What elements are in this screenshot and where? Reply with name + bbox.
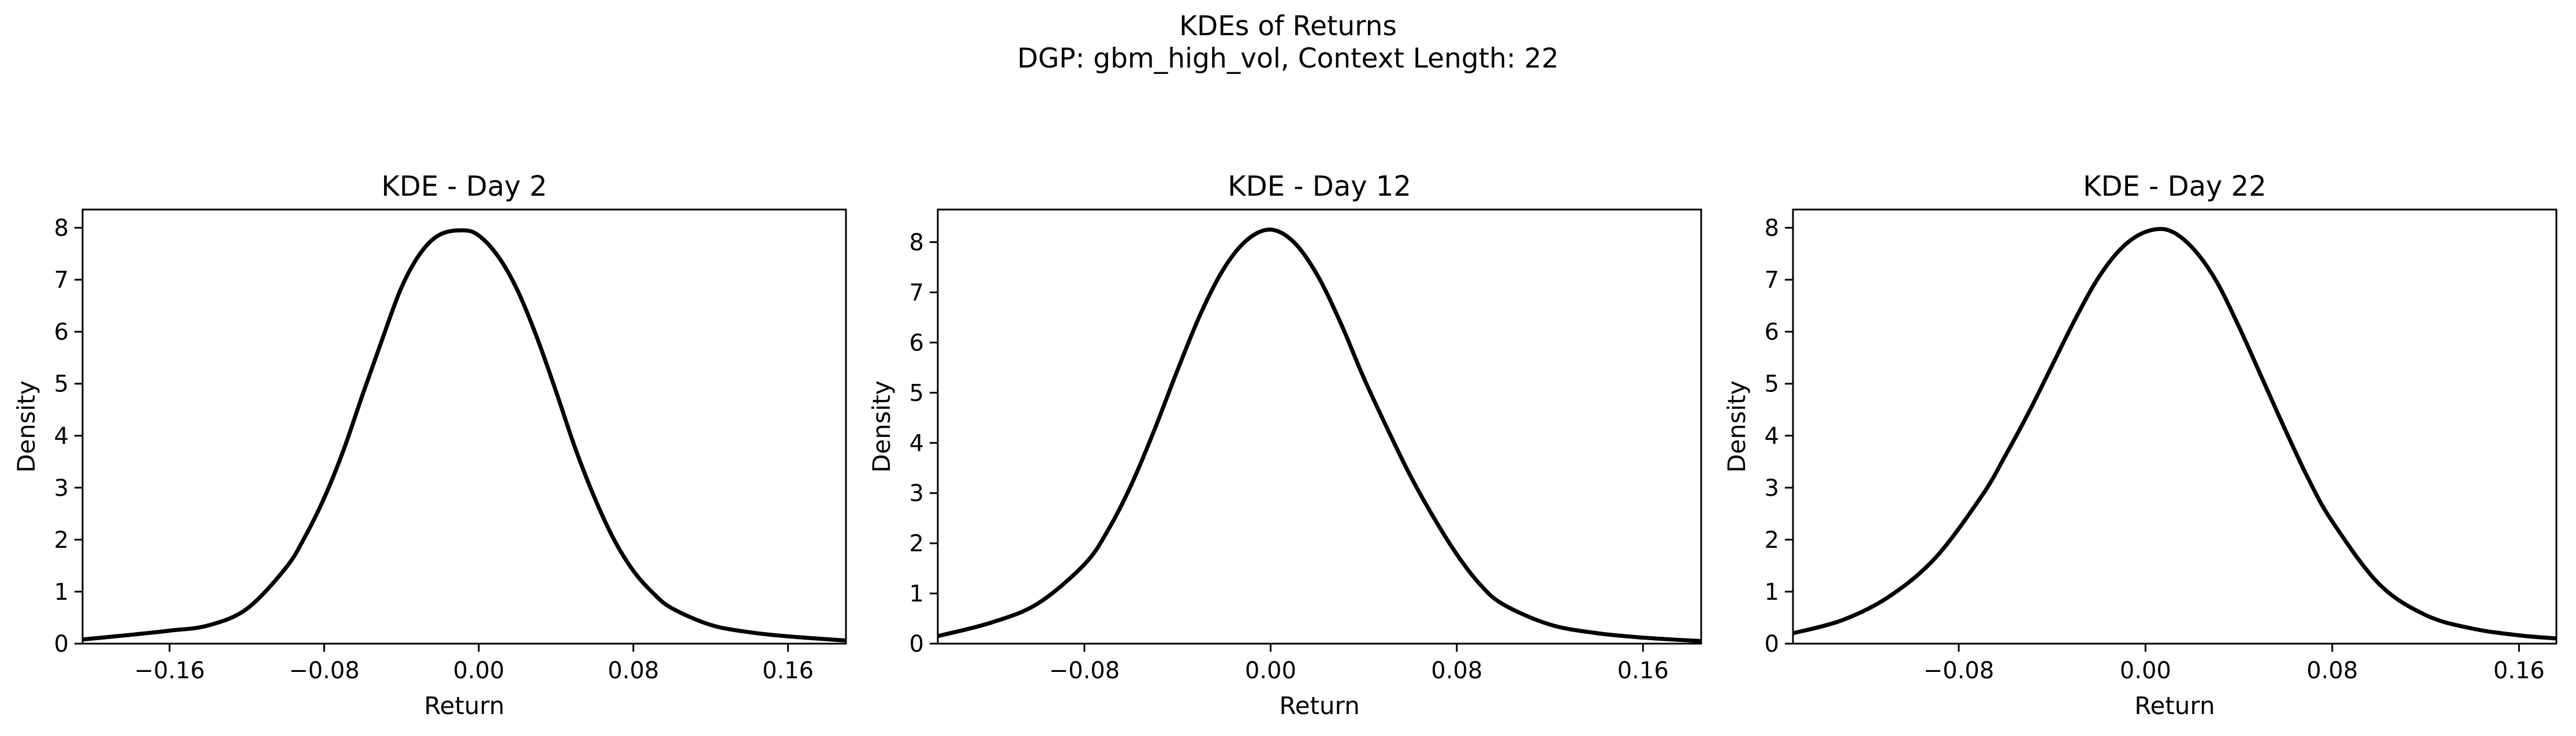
y-tick-label: 0	[1765, 631, 1779, 657]
x-tick-label: 0.00	[1245, 657, 1296, 684]
y-tick-label: 1	[54, 579, 69, 606]
kde-curve	[83, 228, 846, 643]
y-tick-label: 5	[909, 380, 924, 406]
x-tick-label: −0.08	[289, 657, 360, 684]
figure-title: KDEs of Returns	[1179, 10, 1397, 42]
y-tick-label: 5	[54, 371, 69, 398]
y-tick-label: 0	[54, 631, 69, 657]
y-tick-label: 6	[1765, 319, 1779, 346]
x-tick-label: 0.16	[1617, 657, 1669, 684]
y-tick-label: 7	[909, 279, 924, 306]
y-tick-label: 3	[1765, 475, 1779, 502]
y-tick-label: 4	[1765, 423, 1779, 450]
y-tick-label: 1	[909, 581, 924, 607]
x-tick-label: 0.08	[1431, 657, 1482, 684]
x-axis-label: Return	[1279, 692, 1359, 720]
y-tick-label: 2	[909, 530, 924, 557]
y-tick-label: 3	[54, 475, 69, 502]
x-tick-label: 0.00	[2120, 657, 2171, 684]
kde-curve	[1793, 227, 2556, 641]
y-tick-label: 0	[909, 631, 924, 657]
y-tick-label: 8	[54, 215, 69, 242]
y-tick-label: 2	[54, 527, 69, 554]
x-axis-label: Return	[2134, 692, 2215, 720]
x-tick-label: 0.00	[453, 657, 505, 684]
figure-subtitle: DGP: gbm_high_vol, Context Length: 22	[1017, 43, 1559, 74]
x-tick-label: −0.08	[1049, 657, 1120, 684]
y-axis-label: Density	[1723, 380, 1751, 473]
x-axis-label: Return	[424, 692, 504, 720]
kde-panel-1: −0.16 −0.08 0.00 0.08 0.16 0 1 2 3 4 5 6 7 8 KDE - Day…	[12, 170, 847, 720]
kde-curve	[938, 227, 1701, 644]
y-tick-label: 5	[1765, 371, 1779, 398]
x-tick-label: −0.16	[134, 657, 205, 684]
y-tick-label: 2	[1765, 527, 1779, 554]
y-axis-label: Density	[12, 380, 40, 473]
y-tick-label: 6	[909, 330, 924, 356]
y-tick-label: 4	[54, 423, 69, 450]
subplot-title: KDE - Day 12	[1228, 170, 1411, 203]
x-tick-label: 0.08	[2306, 657, 2358, 684]
x-tick-label: −0.08	[1923, 657, 1995, 684]
y-tick-label: 1	[1765, 579, 1779, 606]
y-tick-label: 8	[1765, 215, 1779, 242]
axes-frame	[81, 208, 847, 645]
y-tick-label: 7	[54, 267, 69, 294]
x-tick-label: 0.16	[762, 657, 814, 684]
y-tick-label: 4	[909, 430, 924, 457]
y-tick-label: 8	[909, 230, 924, 256]
subplot-title: KDE - Day 22	[2083, 170, 2266, 203]
y-axis-label: Density	[867, 380, 896, 473]
y-tick-label: 3	[909, 480, 924, 507]
subplot-title: KDE - Day 2	[381, 170, 547, 203]
axes-frame	[937, 208, 1702, 645]
x-tick-label: 0.08	[607, 657, 659, 684]
kde-panel-3: −0.08 0.00 0.08 0.16 0 1 2 3 4 5 6 7 8 KDE - Day 22 Re…	[1723, 170, 2558, 720]
y-tick-label: 7	[1765, 267, 1779, 294]
y-tick-label: 6	[54, 319, 69, 346]
axes-frame	[1792, 208, 2558, 645]
x-tick-label: 0.16	[2493, 657, 2545, 684]
kde-panel-2: −0.08 0.00 0.08 0.16 0 1 2 3 4 5 6 7 8 KDE - Day 12 Re…	[867, 170, 1702, 720]
